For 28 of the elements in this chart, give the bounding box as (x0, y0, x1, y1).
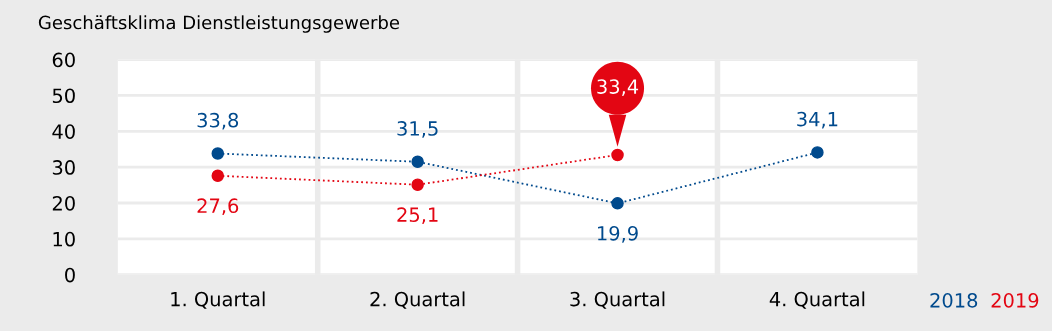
y-tick-label: 20 (52, 195, 75, 211)
x-tick-label: 3. Quartal (570, 291, 665, 309)
data-label: 31,5 (397, 121, 438, 138)
data-label: 33,8 (197, 112, 239, 130)
data-label: 33,4 (597, 79, 639, 96)
y-tick-label: 60 (52, 52, 75, 68)
x-tick-label: 1. Quartal (171, 291, 265, 309)
y-tick-label: 0 (65, 267, 75, 283)
data-label: 34,1 (797, 111, 838, 129)
y-tick-label: 40 (52, 124, 75, 139)
text: 2018 (930, 293, 978, 308)
data-label: 19,9 (598, 225, 638, 243)
chart-title: Geschäftsklima Dienstleistungsgewerbe (38, 15, 400, 33)
point (411, 178, 424, 191)
x-tick-label: 4. Quartal (769, 291, 865, 309)
point (611, 148, 624, 162)
data-label: 25,1 (397, 207, 438, 224)
point (411, 155, 424, 169)
point (211, 169, 225, 183)
point (811, 146, 824, 159)
y-tick-label: 50 (52, 88, 75, 104)
point (611, 197, 624, 210)
x-tick-label: 2. Quartal (370, 291, 465, 309)
text: 2019 (991, 293, 1039, 308)
y-tick-label: 30 (52, 160, 75, 175)
data-label: 27,6 (197, 198, 239, 216)
point (211, 147, 225, 160)
y-tick-label: 10 (53, 231, 75, 247)
